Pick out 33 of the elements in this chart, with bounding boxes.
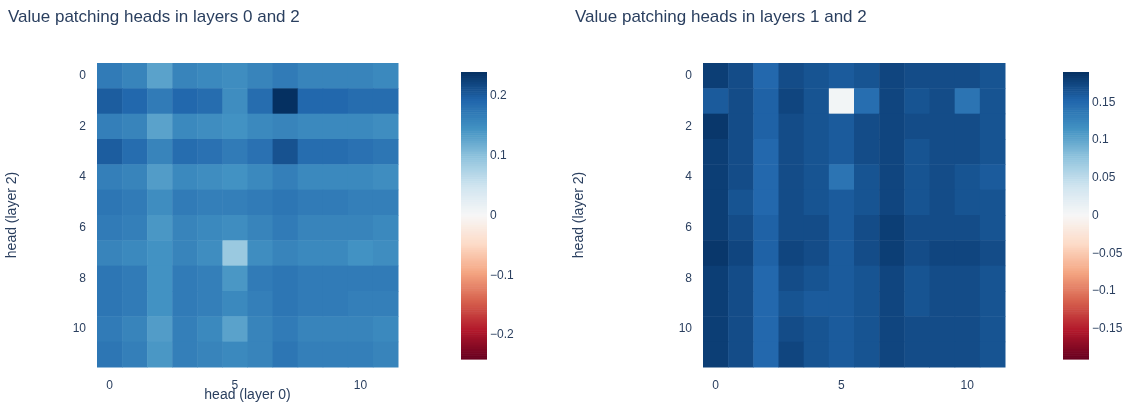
y-axis-title: head (layer 2)	[570, 171, 587, 259]
y-tick-label: 6	[79, 219, 87, 234]
color-bar-label: 0	[490, 207, 497, 222]
color-bar-label: 0.2	[490, 88, 508, 103]
chart-title: Value patching heads in layers 1 and 2	[575, 7, 867, 26]
color-bar-label: 0	[1092, 207, 1099, 222]
y-tick-label: 8	[79, 270, 87, 285]
color-bar-label: −0.1	[1092, 283, 1117, 298]
color-bar-label: −0.05	[1092, 245, 1123, 260]
y-tick-label: 2	[79, 118, 87, 133]
color-bar-label: 0.05	[1092, 170, 1116, 185]
x-tick-label: 5	[838, 377, 846, 392]
x-tick-label: 10	[353, 377, 368, 392]
y-tick-label: 10	[72, 321, 87, 336]
y-tick-label: 4	[685, 169, 693, 184]
y-tick-label: 8	[685, 270, 693, 285]
y-tick-label: 4	[79, 169, 87, 184]
y-tick-label: 0	[685, 67, 693, 82]
color-bar-label: 0.15	[1092, 94, 1116, 109]
y-tick-label: 0	[79, 67, 87, 82]
x-tick-label: 10	[960, 377, 975, 392]
color-bar-label: 0.1	[490, 148, 508, 163]
x-tick-label: 0	[106, 377, 114, 392]
y-tick-label: 6	[685, 219, 693, 234]
y-tick-label: 10	[678, 321, 693, 336]
y-axis-title: head (layer 2)	[3, 171, 20, 259]
color-bar-label: −0.1	[490, 267, 515, 282]
color-bar-label: −0.2	[490, 327, 515, 342]
y-tick-label: 2	[685, 118, 693, 133]
color-bar-label: 0.1	[1092, 132, 1110, 147]
x-tick-label: 0	[712, 377, 720, 392]
chart-title: Value patching heads in layers 0 and 2	[8, 7, 300, 26]
color-bar-label: −0.15	[1092, 321, 1123, 336]
